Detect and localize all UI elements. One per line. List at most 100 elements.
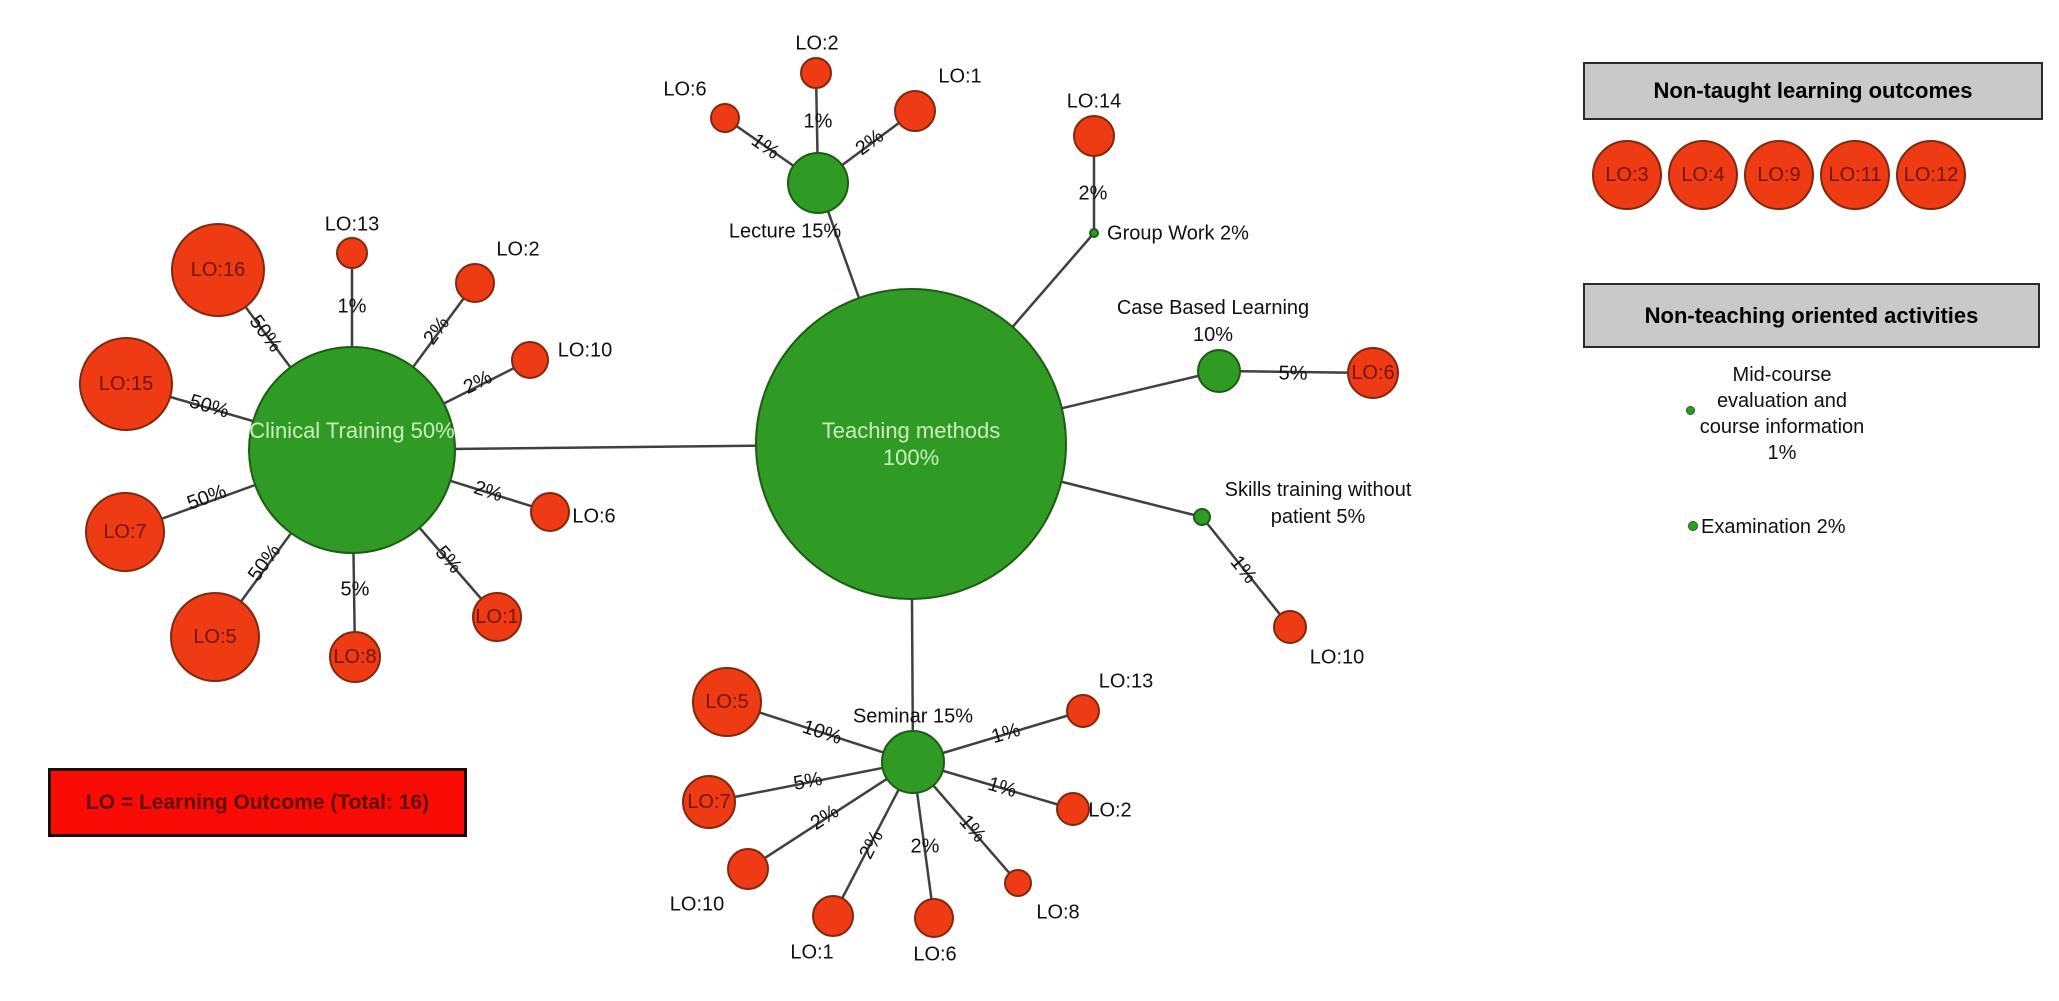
legend-lo-label: LO:11 [1828, 163, 1882, 186]
non-teaching-header: Non-teaching oriented activities [1583, 283, 2040, 348]
node-c-lo5: LO:5 [170, 592, 260, 682]
node-se-lo8 [1004, 869, 1032, 897]
edge-label-groupwork-g-lo14: 2% [1078, 182, 1108, 205]
node-label-c-lo10: LO:10 [558, 338, 612, 365]
node-se-lo5: LO:5 [692, 667, 762, 737]
node-label-line: LO:13 [324, 213, 380, 236]
node-se-lo1 [812, 895, 854, 937]
node-label-line: LO:6 [663, 78, 707, 101]
node-label-line: LO:2 [1088, 799, 1132, 822]
node-label-se-lo8: LO:8 [1036, 900, 1079, 927]
lo-note-text: LO = Learning Outcome (Total: 16) [85, 790, 430, 814]
node-label-line: LO:6 [572, 505, 616, 528]
node-label-c-lo13: LO:13 [325, 212, 379, 239]
node-g-lo14 [1073, 115, 1115, 157]
node-label-l-lo1: LO:1 [938, 64, 981, 91]
node-label-se-lo13: LO:13 [1099, 669, 1153, 696]
node-se-lo10 [727, 848, 769, 890]
legend-lo-circle-3: LO:3 [1592, 140, 1662, 210]
node-label-line: LO:1 [938, 65, 982, 88]
node-label-skills: Skills training without patient 5% [1225, 477, 1412, 531]
node-inner-label: 100% [882, 445, 940, 470]
legend-lo-label: LO:3 [1605, 163, 1649, 186]
node-cb-lo6: LO:6 [1347, 347, 1399, 399]
legend-lo-circle-11: LO:11 [1820, 140, 1890, 210]
node-label-line: LO:10 [557, 339, 613, 362]
node-label-lecture: Lecture 15% [729, 219, 841, 246]
node-label-se-lo2: LO:2 [1088, 798, 1131, 825]
node-label-line: LO:13 [1098, 670, 1154, 693]
node-label-l-lo6: LO:6 [663, 77, 706, 104]
node-inner-label: LO:7 [103, 521, 147, 543]
node-c-lo6 [530, 492, 570, 532]
node-seminar [881, 730, 945, 794]
edge-label-lecture-l-lo2: 1% [803, 110, 833, 133]
node-label-line: Case Based Learning [1116, 297, 1310, 319]
node-inner-label: LO:7 [687, 791, 731, 813]
non-teaching-title: Non-teaching oriented activities [1644, 302, 1979, 328]
node-label-line: LO:8 [1036, 901, 1080, 924]
edge-seminar-se-lo7 [708, 760, 914, 804]
node-label-line: LO:10 [669, 893, 725, 916]
node-s-lo10 [1273, 610, 1307, 644]
node-inner-label: LO:8 [333, 646, 377, 668]
node-se-lo2 [1056, 792, 1090, 826]
node-l-lo1 [894, 90, 936, 132]
non-taught-title: Non-taught learning outcomes [1653, 78, 1973, 103]
legend-lo-circle-12: LO:12 [1896, 140, 1966, 210]
node-c-lo10 [511, 341, 549, 379]
node-label-se-lo6: LO:6 [913, 942, 956, 969]
node-c-lo1: LO:1 [472, 592, 522, 642]
node-label-line: LO:2 [496, 238, 540, 261]
node-label-line: Seminar 15% [852, 705, 974, 728]
text-line: Mid-course [1732, 364, 1832, 386]
node-inner-label: LO:15 [98, 373, 154, 395]
node-clinical: Clinical Training 50% [248, 346, 456, 554]
node-label-g-lo14: LO:14 [1067, 89, 1121, 116]
node-label-line: Group Work 2% [1107, 222, 1249, 245]
node-se-lo6 [914, 898, 954, 938]
node-inner-label: LO:5 [705, 691, 749, 713]
node-inner-label: LO:16 [190, 259, 246, 281]
node-label-line: LO:14 [1066, 90, 1122, 113]
node-label-line: LO:10 [1309, 646, 1365, 669]
edge-label-seminar-se-lo6: 2% [910, 835, 940, 858]
node-label-c-lo6: LO:6 [572, 504, 615, 531]
legend-lo-label: LO:4 [1681, 163, 1725, 186]
node-label-seminar: Seminar 15% [853, 704, 973, 731]
lo-note-box: LO = Learning Outcome (Total: 16) [48, 768, 467, 837]
node-se-lo7: LO:7 [682, 775, 736, 829]
node-inner-label: LO:1 [475, 606, 519, 628]
node-label-line: Lecture 15% [728, 220, 842, 243]
edge-skills-s-lo10 [1201, 516, 1291, 628]
edge-label-clinical-c-lo13: 1% [337, 295, 367, 318]
node-c-lo13 [336, 237, 368, 269]
mid-course-text: Mid-course evaluation and course informati… [1700, 362, 1865, 466]
node-label-s-lo10: LO:10 [1310, 645, 1364, 672]
node-c-lo15: LO:15 [79, 337, 173, 431]
legend-lo-circle-4: LO:4 [1668, 140, 1738, 210]
node-l-lo6 [710, 103, 740, 133]
text-line: course information [1699, 416, 1865, 438]
node-inner-label: Teaching methods [821, 418, 1001, 443]
node-label-line: Skills training without [1224, 479, 1412, 501]
node-l-lo2 [800, 57, 832, 89]
node-label-line: 10% [1192, 324, 1234, 346]
node-c-lo2 [455, 263, 495, 303]
node-label-l-lo2: LO:2 [795, 31, 838, 58]
node-label-line: patient 5% [1270, 506, 1366, 528]
node-groupwork [1089, 228, 1099, 238]
mid-course-dot [1686, 406, 1695, 415]
legend-lo-circle-9: LO:9 [1744, 140, 1814, 210]
node-label-casebased: Case Based Learning 10% [1117, 295, 1309, 349]
node-label-line: LO:2 [795, 32, 839, 55]
node-inner-label: LO:6 [1351, 362, 1395, 384]
examination-dot [1688, 521, 1698, 531]
node-teaching: Teaching methods 100% [755, 288, 1067, 600]
node-label-se-lo1: LO:1 [790, 940, 833, 967]
legend-lo-label: LO:9 [1757, 163, 1801, 186]
non-taught-header: Non-taught learning outcomes [1583, 62, 2043, 120]
text-line: 1% [1767, 442, 1797, 464]
node-c-lo16: LO:16 [171, 223, 265, 317]
